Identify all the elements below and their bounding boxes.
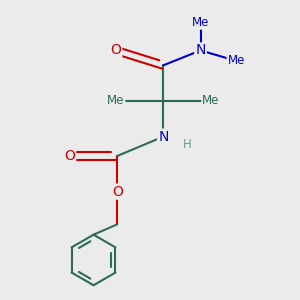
Text: Me: Me xyxy=(192,16,209,29)
Text: Me: Me xyxy=(202,94,220,107)
Text: O: O xyxy=(110,44,121,57)
Text: Me: Me xyxy=(227,54,245,67)
Text: Me: Me xyxy=(107,94,124,107)
Text: O: O xyxy=(112,184,123,199)
Text: N: N xyxy=(195,44,206,57)
Text: N: N xyxy=(158,130,169,144)
Text: H: H xyxy=(183,138,191,151)
Text: O: O xyxy=(64,149,75,163)
